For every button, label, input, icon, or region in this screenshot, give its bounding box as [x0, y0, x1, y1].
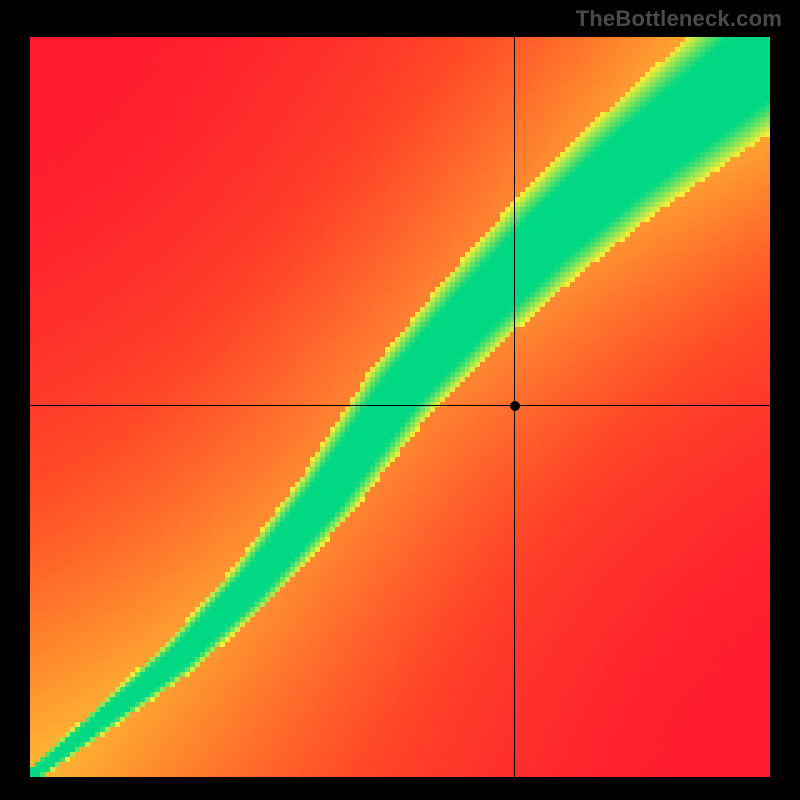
- heatmap-plot: [30, 37, 770, 777]
- heatmap-canvas: [30, 37, 770, 777]
- watermark-text: TheBottleneck.com: [576, 6, 782, 32]
- crosshair-horizontal: [30, 405, 770, 406]
- data-point-marker: [510, 401, 520, 411]
- chart-container: TheBottleneck.com: [0, 0, 800, 800]
